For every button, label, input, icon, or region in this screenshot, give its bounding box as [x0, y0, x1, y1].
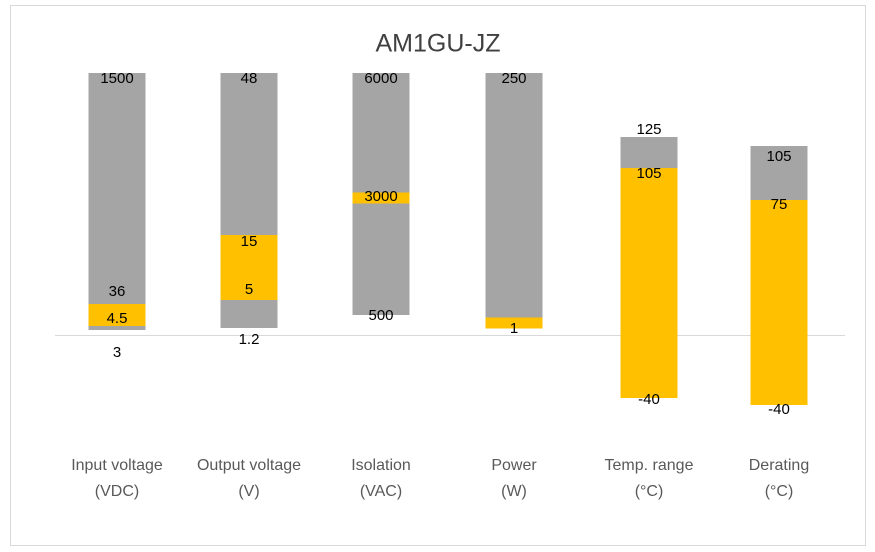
value-label: 75 [771, 196, 788, 213]
value-label: -40 [638, 391, 660, 408]
category-label: Output voltage [197, 457, 301, 474]
highlight-bar [88, 304, 146, 326]
category-label: (VDC) [95, 483, 139, 500]
value-label: 250 [501, 70, 526, 87]
category-label: Input voltage [71, 457, 163, 474]
value-label: 105 [766, 148, 791, 165]
highlight-bar [620, 168, 678, 398]
chart-title: AM1GU-JZ [376, 30, 501, 58]
highlight-bar [485, 317, 543, 329]
category-label: (°C) [635, 483, 664, 500]
highlight-bar [750, 200, 808, 405]
value-label: 5 [245, 281, 253, 298]
value-label: 1 [510, 320, 518, 337]
value-label: 4.5 [107, 310, 128, 327]
category-label: (°C) [765, 483, 794, 500]
highlight-bar [220, 235, 278, 300]
range-bar [88, 73, 146, 330]
category-label: Derating [749, 457, 809, 474]
value-label: 125 [636, 121, 661, 138]
category-label: Power [491, 457, 537, 474]
category-label: (V) [238, 483, 259, 500]
value-label: 48 [241, 70, 258, 87]
value-label: 6000 [364, 70, 397, 87]
value-label: 3 [113, 344, 121, 361]
category-label: (VAC) [360, 483, 402, 500]
value-label: 105 [636, 165, 661, 182]
highlight-bar [352, 192, 410, 204]
value-label: 36 [109, 283, 126, 300]
range-bar [485, 73, 543, 323]
value-label: 1.2 [239, 331, 260, 348]
value-label: -40 [768, 401, 790, 418]
category-label: Isolation [351, 457, 411, 474]
value-label: 1500 [100, 70, 133, 87]
chart-frame [10, 5, 866, 546]
value-label: 15 [241, 233, 258, 250]
category-label: (W) [501, 483, 527, 500]
value-label: 3000 [364, 188, 397, 205]
category-label: Temp. range [605, 457, 694, 474]
value-label: 500 [368, 307, 393, 324]
